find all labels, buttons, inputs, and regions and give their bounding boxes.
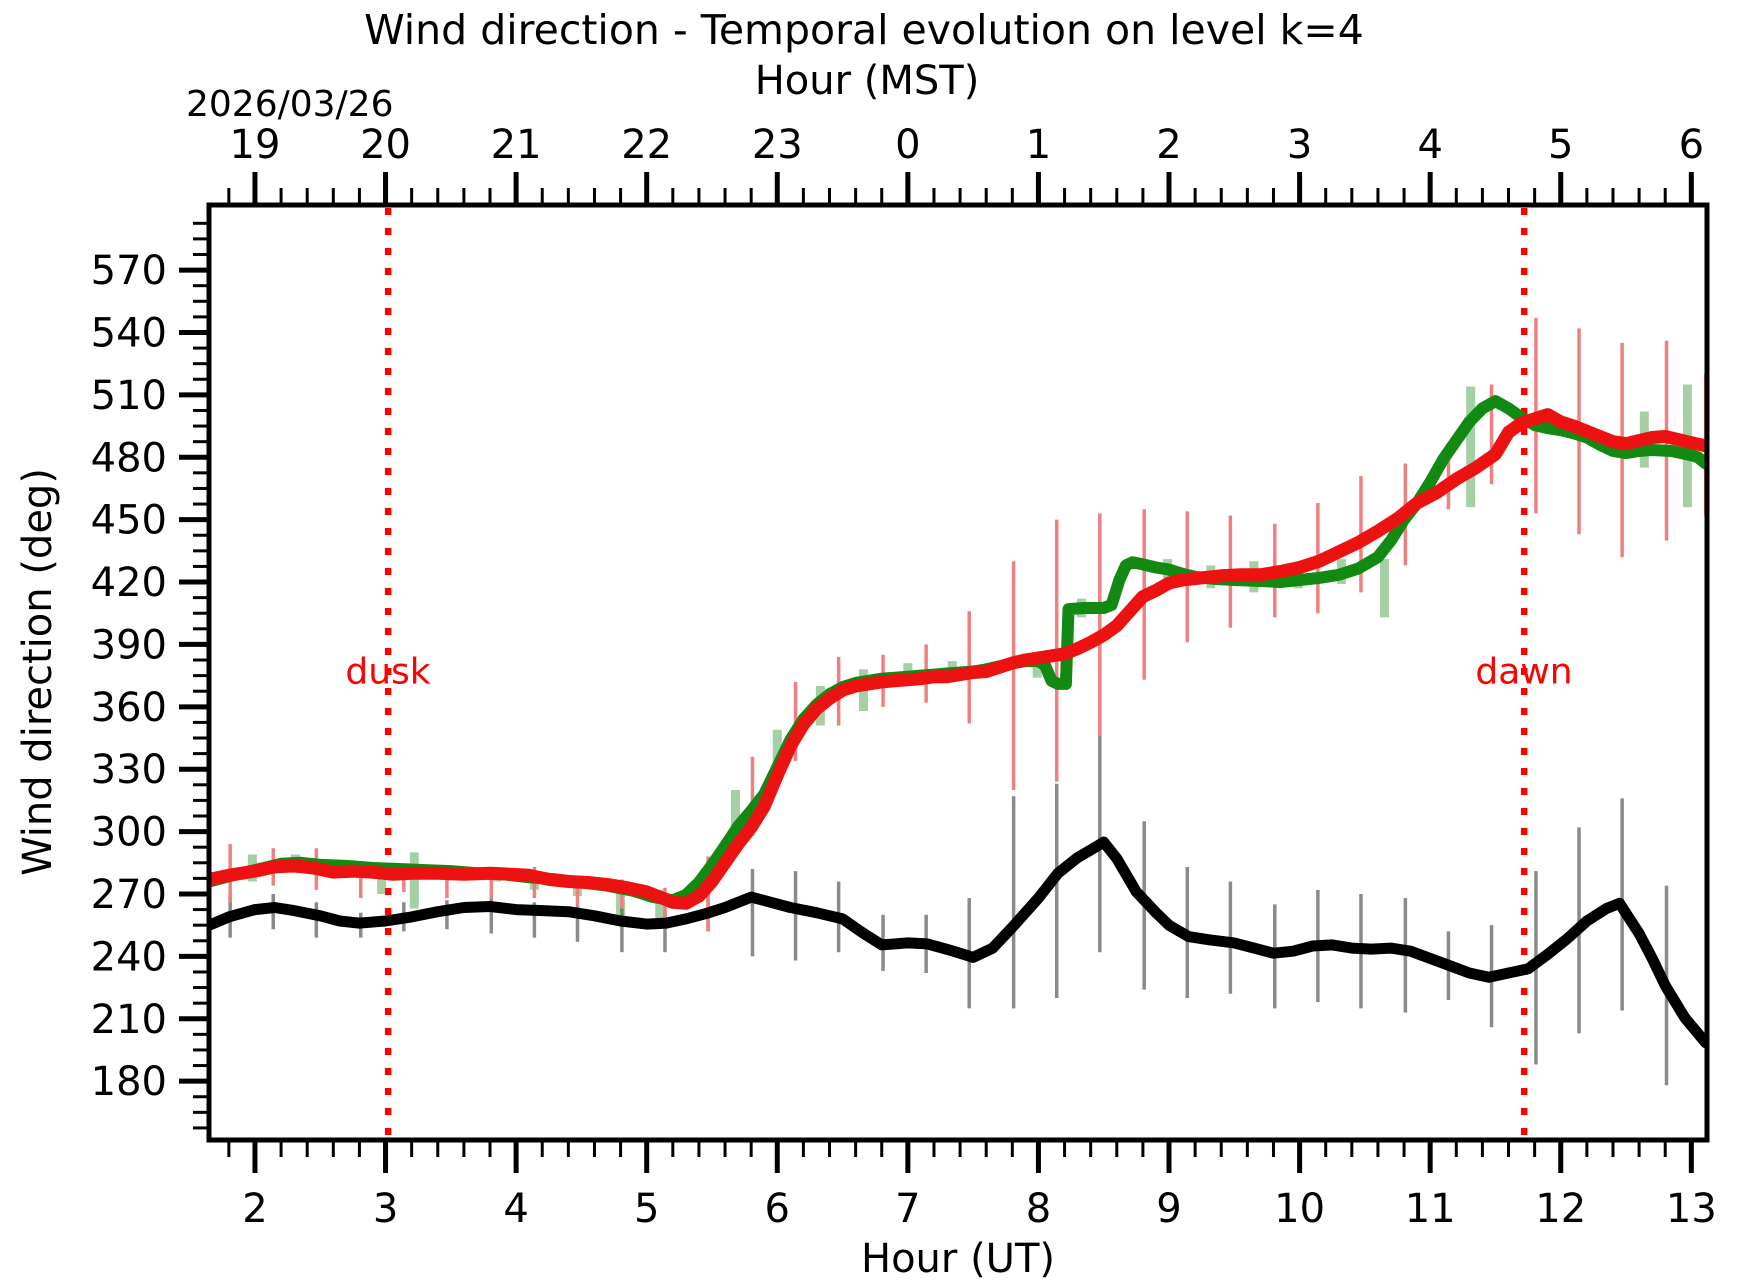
- svg-text:7: 7: [895, 1186, 920, 1232]
- svg-text:420: 420: [91, 560, 167, 606]
- svg-text:11: 11: [1405, 1186, 1456, 1232]
- svg-text:22: 22: [621, 122, 672, 168]
- svg-text:3: 3: [1287, 122, 1312, 168]
- svg-text:570: 570: [91, 248, 167, 294]
- black-series-line: [208, 836, 1708, 1049]
- data-lines: [208, 395, 1708, 1049]
- svg-text:23: 23: [752, 122, 803, 168]
- svg-text:210: 210: [91, 997, 167, 1043]
- plot-frame: [206, 202, 1710, 1143]
- frame: [206, 202, 1710, 1143]
- error-bars: [228, 317, 1708, 1086]
- svg-text:330: 330: [91, 747, 167, 793]
- date-label: 2026/03/26: [186, 84, 394, 125]
- svg-text:2: 2: [242, 1186, 267, 1232]
- svg-text:8: 8: [1026, 1186, 1051, 1232]
- svg-text:2: 2: [1156, 122, 1181, 168]
- svg-text:540: 540: [91, 310, 167, 356]
- bottom-axis-label: Hour (UT): [861, 1236, 1055, 1282]
- svg-text:270: 270: [91, 872, 167, 918]
- svg-text:360: 360: [91, 685, 167, 731]
- svg-text:5: 5: [1548, 122, 1573, 168]
- svg-text:6: 6: [1679, 122, 1704, 168]
- svg-text:5: 5: [634, 1186, 659, 1232]
- event-lines: [384, 208, 1528, 1139]
- svg-text:12: 12: [1535, 1186, 1586, 1232]
- svg-text:10: 10: [1274, 1186, 1325, 1232]
- svg-text:19: 19: [230, 122, 281, 168]
- y-axis-label: Wind direction (deg): [15, 468, 61, 876]
- svg-text:4: 4: [1417, 122, 1442, 168]
- svg-text:20: 20: [360, 122, 411, 168]
- tick-labels: 1802102402703003303603904204504805105405…: [91, 122, 1717, 1232]
- svg-text:13: 13: [1666, 1186, 1717, 1232]
- top-axis-label: Hour (MST): [754, 58, 980, 104]
- svg-text:0: 0: [895, 122, 920, 168]
- svg-text:9: 9: [1156, 1186, 1181, 1232]
- svg-text:450: 450: [91, 498, 167, 544]
- svg-text:480: 480: [91, 435, 167, 481]
- svg-text:240: 240: [91, 934, 167, 980]
- dusk-label: dusk: [345, 651, 431, 693]
- svg-text:300: 300: [91, 810, 167, 856]
- svg-text:390: 390: [91, 622, 167, 668]
- svg-text:4: 4: [503, 1186, 528, 1232]
- svg-text:6: 6: [765, 1186, 790, 1232]
- svg-text:1: 1: [1026, 122, 1051, 168]
- axis-ticks: [179, 172, 1694, 1173]
- red-series-line: [208, 408, 1708, 910]
- svg-text:3: 3: [373, 1186, 398, 1232]
- dawn-label: dawn: [1475, 651, 1573, 693]
- svg-text:180: 180: [91, 1059, 167, 1105]
- svg-text:21: 21: [491, 122, 542, 168]
- page-title: Wind direction - Temporal evolution on l…: [364, 6, 1364, 54]
- svg-text:510: 510: [91, 373, 167, 419]
